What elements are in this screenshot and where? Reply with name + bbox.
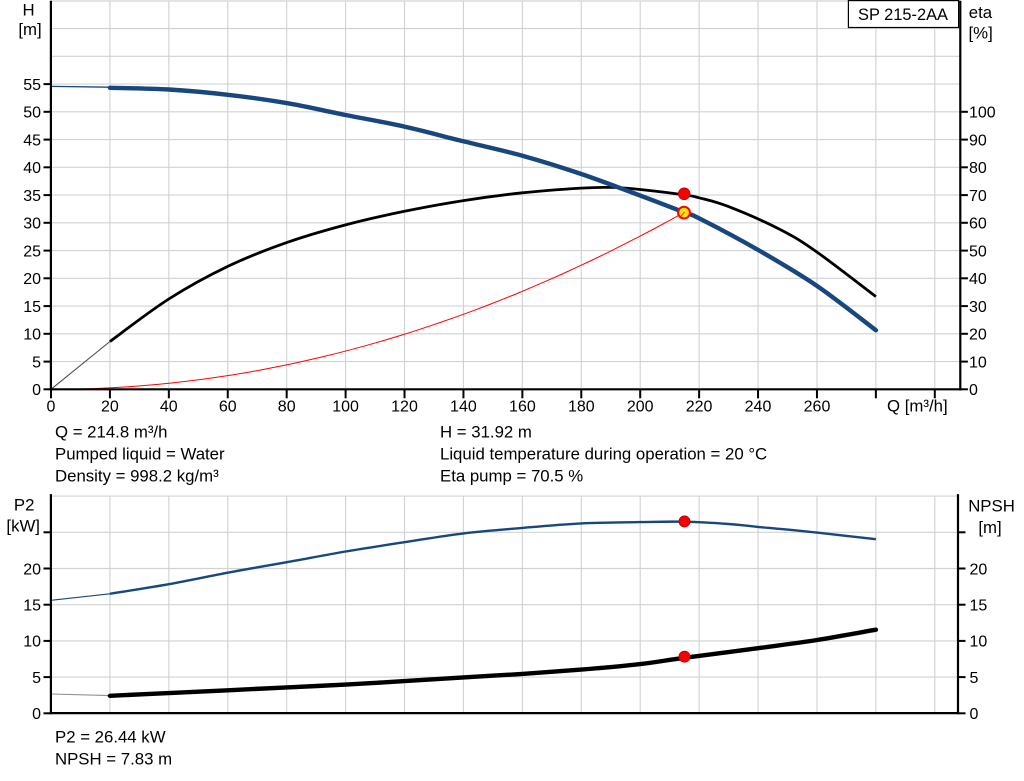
svg-text:20: 20: [23, 561, 41, 578]
svg-text:P2 = 26.44 kW: P2 = 26.44 kW: [55, 728, 166, 747]
svg-text:220: 220: [686, 399, 713, 416]
svg-text:30: 30: [969, 299, 987, 316]
svg-text:[kW]: [kW]: [6, 517, 40, 536]
svg-text:SP 215-2AA: SP 215-2AA: [858, 6, 948, 24]
svg-text:240: 240: [745, 399, 772, 416]
svg-text:Pumped liquid = Water: Pumped liquid = Water: [55, 445, 225, 464]
svg-text:Liquid temperature during oper: Liquid temperature during operation = 20…: [440, 445, 767, 464]
svg-text:90: 90: [969, 132, 987, 149]
svg-text:40: 40: [969, 271, 987, 288]
svg-text:5: 5: [32, 670, 41, 687]
svg-text:180: 180: [568, 399, 595, 416]
svg-text:Q [m³/h]: Q [m³/h]: [887, 397, 948, 416]
svg-text:80: 80: [278, 399, 296, 416]
svg-text:120: 120: [391, 399, 418, 416]
svg-text:100: 100: [969, 105, 996, 122]
svg-text:[m]: [m]: [978, 518, 1001, 537]
svg-text:20: 20: [23, 271, 41, 288]
svg-text:H: H: [22, 1, 34, 20]
svg-text:NPSH: NPSH: [968, 497, 1015, 516]
svg-text:0: 0: [970, 706, 979, 723]
svg-text:100: 100: [332, 399, 359, 416]
svg-text:Density = 998.2 kg/m³: Density = 998.2 kg/m³: [55, 467, 219, 486]
svg-text:260: 260: [804, 399, 831, 416]
svg-text:35: 35: [23, 188, 41, 205]
svg-text:160: 160: [509, 399, 536, 416]
svg-text:0: 0: [32, 382, 41, 399]
svg-text:40: 40: [23, 160, 41, 177]
svg-text:15: 15: [23, 598, 41, 615]
svg-text:P2: P2: [14, 496, 35, 515]
svg-text:10: 10: [970, 634, 988, 651]
svg-text:Eta pump = 70.5 %: Eta pump = 70.5 %: [440, 467, 583, 486]
svg-text:10: 10: [23, 327, 41, 344]
svg-text:eta: eta: [969, 3, 993, 22]
svg-text:60: 60: [969, 216, 987, 233]
svg-text:0: 0: [969, 382, 978, 399]
svg-text:140: 140: [450, 399, 477, 416]
svg-text:0: 0: [32, 706, 41, 723]
svg-text:15: 15: [23, 299, 41, 316]
svg-text:55: 55: [23, 77, 41, 94]
svg-text:20: 20: [969, 327, 987, 344]
svg-text:NPSH = 7.83 m: NPSH = 7.83 m: [55, 750, 172, 769]
svg-text:60: 60: [219, 399, 237, 416]
svg-text:10: 10: [969, 354, 987, 371]
svg-text:15: 15: [970, 598, 988, 615]
svg-text:5: 5: [970, 670, 979, 687]
svg-text:30: 30: [23, 216, 41, 233]
svg-text:H = 31.92 m: H = 31.92 m: [440, 423, 532, 442]
svg-text:0: 0: [47, 399, 56, 416]
svg-text:200: 200: [627, 399, 654, 416]
svg-text:50: 50: [23, 105, 41, 122]
svg-text:80: 80: [969, 160, 987, 177]
svg-text:45: 45: [23, 132, 41, 149]
svg-text:[m]: [m]: [18, 20, 41, 39]
svg-text:20: 20: [970, 561, 988, 578]
svg-text:[%]: [%]: [969, 23, 993, 42]
svg-text:70: 70: [969, 188, 987, 205]
svg-text:25: 25: [23, 243, 41, 260]
svg-text:40: 40: [160, 399, 178, 416]
svg-text:10: 10: [23, 634, 41, 651]
svg-text:50: 50: [969, 243, 987, 260]
svg-text:20: 20: [101, 399, 119, 416]
svg-text:Q = 214.8 m³/h: Q = 214.8 m³/h: [55, 423, 167, 442]
svg-text:5: 5: [32, 354, 41, 371]
